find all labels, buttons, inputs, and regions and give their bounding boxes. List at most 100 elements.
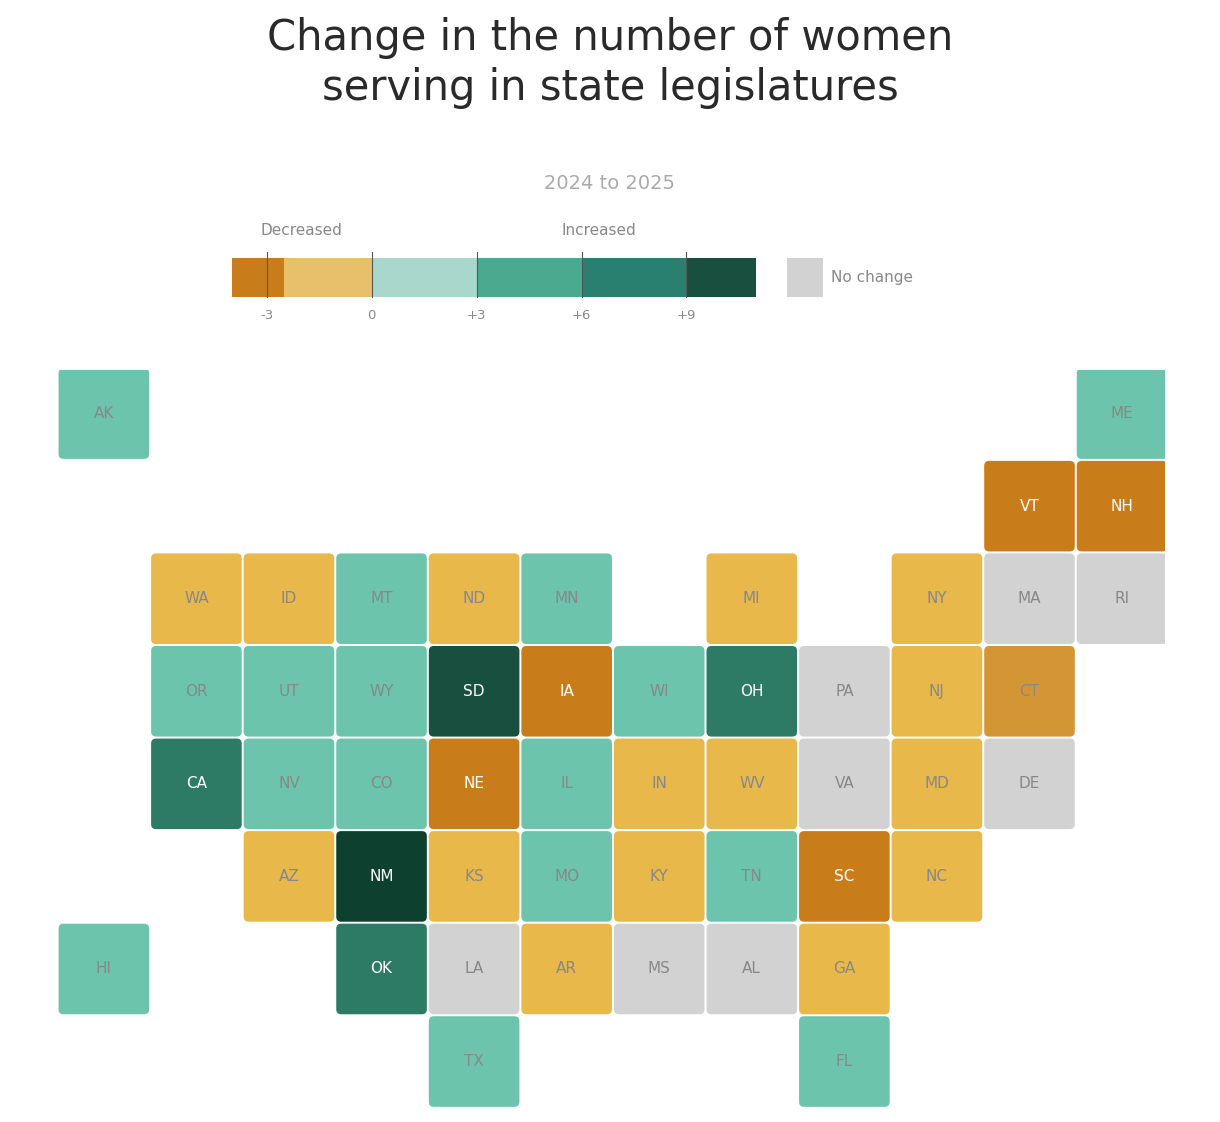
Text: -3: -3 — [260, 310, 273, 322]
FancyBboxPatch shape — [799, 1017, 889, 1106]
Text: SC: SC — [834, 868, 854, 884]
FancyBboxPatch shape — [337, 831, 427, 921]
FancyBboxPatch shape — [799, 738, 889, 829]
Bar — [687, 258, 756, 297]
FancyBboxPatch shape — [428, 738, 520, 829]
Text: FL: FL — [836, 1054, 853, 1069]
Text: AZ: AZ — [278, 868, 299, 884]
Text: IL: IL — [560, 776, 573, 791]
Bar — [477, 258, 582, 297]
Text: NV: NV — [278, 776, 300, 791]
FancyBboxPatch shape — [244, 553, 334, 644]
FancyBboxPatch shape — [706, 923, 797, 1014]
Text: NJ: NJ — [928, 683, 944, 699]
FancyBboxPatch shape — [428, 1017, 520, 1106]
FancyBboxPatch shape — [1077, 461, 1168, 551]
Text: ID: ID — [281, 591, 298, 606]
Text: HI: HI — [96, 962, 112, 976]
Text: DE: DE — [1019, 776, 1041, 791]
FancyBboxPatch shape — [892, 646, 982, 736]
FancyBboxPatch shape — [244, 646, 334, 736]
Text: AL: AL — [742, 962, 761, 976]
FancyBboxPatch shape — [614, 646, 704, 736]
Text: MA: MA — [1017, 591, 1041, 606]
Text: AR: AR — [556, 962, 577, 976]
Text: PA: PA — [834, 683, 854, 699]
FancyBboxPatch shape — [521, 646, 612, 736]
Text: OH: OH — [741, 683, 764, 699]
Text: Decreased: Decreased — [261, 223, 343, 239]
FancyBboxPatch shape — [706, 553, 797, 644]
FancyBboxPatch shape — [1077, 553, 1168, 644]
Text: VA: VA — [834, 776, 854, 791]
Text: MN: MN — [554, 591, 580, 606]
FancyBboxPatch shape — [985, 553, 1075, 644]
Text: 2024 to 2025: 2024 to 2025 — [544, 174, 676, 193]
Text: IA: IA — [559, 683, 575, 699]
FancyBboxPatch shape — [337, 923, 427, 1014]
Text: No change: No change — [831, 270, 913, 285]
Text: NE: NE — [464, 776, 484, 791]
Text: WY: WY — [370, 683, 394, 699]
Bar — [372, 258, 477, 297]
Text: TX: TX — [464, 1054, 484, 1069]
Text: MT: MT — [371, 591, 393, 606]
Text: WA: WA — [184, 591, 209, 606]
Text: +6: +6 — [572, 310, 592, 322]
FancyBboxPatch shape — [521, 831, 612, 921]
Text: OK: OK — [371, 962, 393, 976]
Text: WI: WI — [649, 683, 669, 699]
FancyBboxPatch shape — [799, 923, 889, 1014]
FancyBboxPatch shape — [892, 553, 982, 644]
FancyBboxPatch shape — [337, 553, 427, 644]
FancyBboxPatch shape — [244, 738, 334, 829]
FancyBboxPatch shape — [799, 831, 889, 921]
FancyBboxPatch shape — [151, 646, 242, 736]
FancyBboxPatch shape — [799, 646, 889, 736]
FancyBboxPatch shape — [892, 738, 982, 829]
Text: SD: SD — [464, 683, 484, 699]
Text: WV: WV — [739, 776, 765, 791]
Text: MO: MO — [554, 868, 580, 884]
Text: UT: UT — [278, 683, 299, 699]
Text: NM: NM — [370, 868, 394, 884]
FancyBboxPatch shape — [614, 738, 704, 829]
FancyBboxPatch shape — [614, 923, 704, 1014]
Text: RI: RI — [1115, 591, 1130, 606]
Text: KS: KS — [465, 868, 484, 884]
FancyBboxPatch shape — [337, 738, 427, 829]
Text: Increased: Increased — [561, 223, 637, 239]
FancyBboxPatch shape — [59, 368, 149, 459]
Text: VT: VT — [1020, 498, 1039, 514]
Text: NC: NC — [926, 868, 948, 884]
FancyBboxPatch shape — [428, 553, 520, 644]
Bar — [582, 258, 687, 297]
FancyBboxPatch shape — [892, 831, 982, 921]
Text: ME: ME — [1110, 406, 1133, 421]
Text: Change in the number of women
serving in state legislatures: Change in the number of women serving in… — [267, 17, 953, 109]
Text: AK: AK — [94, 406, 113, 421]
FancyBboxPatch shape — [428, 646, 520, 736]
FancyBboxPatch shape — [151, 738, 242, 829]
Text: CA: CA — [185, 776, 207, 791]
Text: MS: MS — [648, 962, 671, 976]
FancyBboxPatch shape — [985, 461, 1075, 551]
FancyBboxPatch shape — [521, 923, 612, 1014]
FancyBboxPatch shape — [337, 646, 427, 736]
Text: GA: GA — [833, 962, 855, 976]
FancyBboxPatch shape — [521, 738, 612, 829]
FancyBboxPatch shape — [428, 831, 520, 921]
FancyBboxPatch shape — [985, 738, 1075, 829]
Text: MD: MD — [925, 776, 949, 791]
Text: NH: NH — [1110, 498, 1133, 514]
Text: CT: CT — [1020, 683, 1039, 699]
Text: IN: IN — [651, 776, 667, 791]
Text: NY: NY — [927, 591, 947, 606]
FancyBboxPatch shape — [706, 831, 797, 921]
FancyBboxPatch shape — [521, 553, 612, 644]
Text: ND: ND — [462, 591, 486, 606]
Text: 0: 0 — [367, 310, 376, 322]
Bar — [284, 258, 372, 297]
Text: OR: OR — [185, 683, 207, 699]
FancyBboxPatch shape — [428, 923, 520, 1014]
